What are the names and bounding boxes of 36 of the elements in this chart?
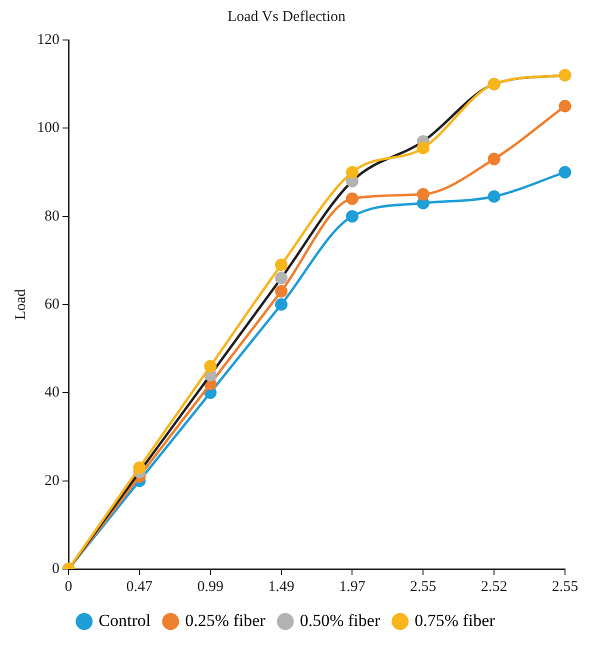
x-tick-label: 0 (64, 578, 72, 595)
y-tick-label: 60 (44, 296, 60, 312)
point (275, 285, 288, 298)
point (275, 298, 288, 311)
y-tick-label: 20 (44, 472, 60, 489)
x-tick-label: 1.49 (268, 578, 294, 595)
y-tick-label: 80 (44, 208, 60, 224)
chart-title: Load Vs Deflection (227, 8, 346, 25)
point (488, 152, 500, 166)
x-tick-label: 2.55 (410, 578, 436, 595)
point (346, 166, 358, 178)
legend-label: 0.75% fiber (414, 610, 496, 630)
point (346, 210, 358, 223)
y-tick-label: 0 (52, 560, 60, 577)
point (275, 258, 288, 272)
x-tick-label: 1.97 (339, 578, 366, 595)
legend-label: Control (98, 610, 151, 630)
y-tick-label: 40 (44, 384, 60, 401)
point (558, 166, 572, 178)
point (133, 461, 146, 474)
x-tick-label: 2.55 (552, 578, 578, 595)
point (275, 272, 288, 284)
point (346, 192, 358, 205)
point (416, 188, 430, 201)
legend-label: 0.25% fiber (185, 610, 266, 630)
y-tick-label: 100 (37, 120, 60, 136)
y-tick-label: 120 (37, 32, 60, 48)
point (488, 190, 500, 203)
x-tick-label: 0.99 (197, 578, 224, 595)
legend-label: 0.50% fiber (300, 610, 380, 630)
y-axis-title: Load (12, 288, 29, 320)
point (204, 360, 217, 372)
point (416, 142, 430, 154)
x-tick-label: 0.47 (126, 578, 154, 595)
x-tick-label: 2.52 (480, 578, 508, 595)
point (558, 100, 572, 112)
